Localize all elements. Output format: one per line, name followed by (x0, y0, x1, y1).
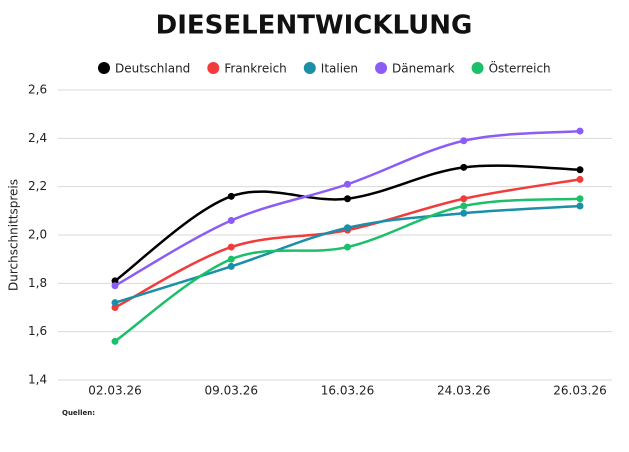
legend-marker (471, 62, 484, 74)
point (576, 175, 584, 183)
sources-title: Quellen: (62, 409, 95, 417)
line (114, 197, 581, 343)
point (227, 262, 235, 270)
point (111, 277, 119, 285)
legend-label: Österreich (489, 60, 551, 76)
y-tick-label: 2,2 (28, 179, 47, 193)
point (111, 299, 119, 307)
point (111, 282, 119, 290)
point (460, 137, 468, 145)
point (227, 243, 235, 251)
y-tick-label: 1,8 (28, 276, 47, 290)
point (344, 180, 351, 188)
y-tick-label: 2,0 (28, 228, 47, 242)
legend-marker (375, 62, 388, 74)
point (344, 195, 351, 203)
point (576, 202, 584, 210)
point (111, 337, 119, 345)
point (227, 192, 235, 200)
y-tick-label: 2,6 (28, 83, 47, 97)
point (344, 243, 351, 251)
point (576, 195, 584, 203)
point (111, 304, 119, 311)
chart-title: DIESELENTWICKLUNG (156, 11, 473, 41)
legend-label: Dänemark (392, 62, 455, 76)
y-tick-label: 2,4 (28, 131, 47, 145)
point (576, 127, 584, 135)
point (576, 166, 584, 174)
legend-label: Deutschland (115, 62, 190, 76)
legend-marker (98, 62, 110, 74)
y-axis-label: Durchschnittspreis (7, 179, 21, 291)
point (460, 163, 468, 171)
x-tick-label: 16.03.26 (321, 384, 374, 398)
legend-label: Frankreich (224, 62, 286, 76)
x-tick-label: 02.03.26 (88, 384, 141, 398)
legend-marker (303, 62, 316, 74)
point (227, 255, 235, 263)
y-tick-label: 1,4 (28, 373, 47, 387)
point (460, 209, 468, 217)
y-tick-label: 1,6 (28, 324, 47, 338)
point (227, 217, 235, 224)
legend-marker (207, 62, 220, 74)
x-tick-label: 24.03.26 (437, 384, 490, 398)
x-tick-label: 09.03.26 (205, 384, 258, 398)
line (114, 129, 581, 287)
legend-label: Italien (321, 62, 358, 76)
x-tick-label: 26.03.26 (553, 384, 606, 398)
point (344, 224, 351, 232)
point (460, 195, 468, 203)
point (460, 202, 468, 210)
